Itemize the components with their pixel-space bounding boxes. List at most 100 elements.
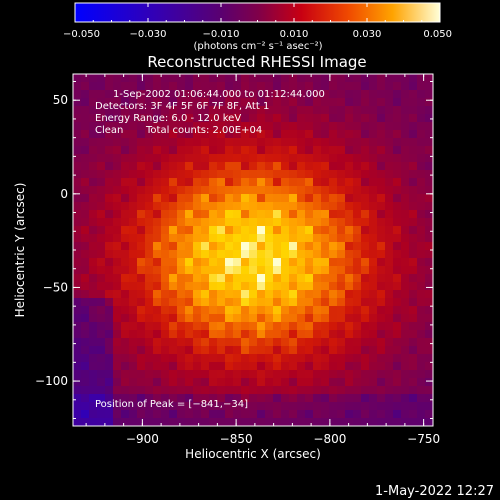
heatmap-pixel xyxy=(369,234,378,243)
heatmap-pixel xyxy=(121,146,130,155)
heatmap-pixel xyxy=(297,274,306,283)
heatmap-pixel xyxy=(129,362,138,371)
heatmap-pixel xyxy=(353,186,362,195)
heatmap-pixel xyxy=(185,210,194,219)
colorbar: −0.050 −0.030 −0.010 0.010 0.030 0.050 (photo… xyxy=(63,2,452,52)
heatmap-pixel xyxy=(137,234,146,243)
heatmap-pixel xyxy=(169,306,178,315)
heatmap-pixel xyxy=(409,378,418,387)
heatmap-pixel xyxy=(193,106,202,115)
heatmap-pixel xyxy=(361,394,370,403)
heatmap-pixel xyxy=(377,154,386,163)
heatmap-pixel xyxy=(393,394,402,403)
heatmap-pixel xyxy=(385,234,394,243)
heatmap-pixel xyxy=(337,74,346,83)
heatmap-pixel xyxy=(385,114,394,123)
heatmap-pixel xyxy=(137,298,146,307)
heatmap-pixel xyxy=(89,210,98,219)
heatmap-pixel xyxy=(345,138,354,147)
heatmap-pixel xyxy=(425,242,433,251)
heatmap-pixel xyxy=(241,330,250,339)
heatmap-pixel xyxy=(377,290,386,299)
heatmap-pixel xyxy=(97,178,106,187)
heatmap-pixel xyxy=(353,282,362,291)
heatmap-pixel xyxy=(385,314,394,323)
heatmap-pixel xyxy=(265,306,274,315)
heatmap-pixel xyxy=(153,410,162,419)
heatmap-pixel xyxy=(105,98,114,107)
heatmap-pixel xyxy=(97,346,106,355)
heatmap-pixel xyxy=(265,106,274,115)
heatmap-pixel xyxy=(169,402,178,411)
heatmap-pixel xyxy=(113,130,122,139)
heatmap-pixel xyxy=(417,306,426,315)
heatmap-pixel xyxy=(105,298,114,307)
heatmap-pixel xyxy=(321,130,330,139)
heatmap-pixel xyxy=(169,250,178,259)
heatmap-pixel xyxy=(377,370,386,379)
heatmap-pixel xyxy=(145,114,154,123)
heatmap-pixel xyxy=(377,250,386,259)
heatmap-pixel xyxy=(369,170,378,179)
heatmap-pixel xyxy=(97,82,106,91)
heatmap-pixel xyxy=(137,146,146,155)
heatmap-pixel xyxy=(217,194,226,203)
heatmap-pixel xyxy=(225,82,234,91)
heatmap-pixel xyxy=(321,90,330,99)
heatmap-pixel xyxy=(353,194,362,203)
heatmap-pixel xyxy=(89,178,98,187)
heatmap-pixel xyxy=(297,98,306,107)
heatmap-pixel xyxy=(129,114,138,123)
heatmap-pixel xyxy=(89,274,98,283)
heatmap-pixel xyxy=(273,122,282,131)
heatmap-pixel xyxy=(329,378,338,387)
heatmap-pixel xyxy=(369,242,378,251)
heatmap-pixel xyxy=(193,98,202,107)
heatmap-pixel xyxy=(129,146,138,155)
heatmap-pixel xyxy=(337,194,346,203)
heatmap-pixel xyxy=(425,402,433,411)
heatmap-pixel xyxy=(337,386,346,395)
heatmap-pixel xyxy=(321,346,330,355)
heatmap-pixel xyxy=(377,210,386,219)
heatmap-pixel xyxy=(377,378,386,387)
heatmap-pixel xyxy=(241,298,250,307)
heatmap-pixel xyxy=(193,90,202,99)
heatmap-pixel xyxy=(113,82,122,91)
heatmap-pixel xyxy=(353,362,362,371)
heatmap-pixel xyxy=(409,346,418,355)
heatmap-pixel xyxy=(129,378,138,387)
heatmap-pixel xyxy=(273,242,282,251)
heatmap-pixel xyxy=(89,114,98,123)
heatmap-pixel xyxy=(129,162,138,171)
heatmap-pixel xyxy=(113,114,122,123)
heatmap-pixel xyxy=(161,178,170,187)
heatmap-pixel xyxy=(417,338,426,347)
heatmap-pixel xyxy=(185,330,194,339)
heatmap-pixel xyxy=(89,154,98,163)
heatmap-pixel xyxy=(265,210,274,219)
heatmap-pixel xyxy=(73,322,82,331)
heatmap-pixel xyxy=(305,330,314,339)
heatmap-pixel xyxy=(249,338,258,347)
heatmap-pixel xyxy=(257,290,266,299)
heatmap-pixel xyxy=(201,74,210,83)
heatmap-pixel xyxy=(209,346,218,355)
heatmap-pixel xyxy=(113,362,122,371)
heatmap-pixel xyxy=(313,362,322,371)
heatmap-pixel xyxy=(417,330,426,339)
heatmap-pixel xyxy=(105,106,114,115)
heatmap-pixel xyxy=(385,82,394,91)
heatmap-pixel xyxy=(369,282,378,291)
annotation-peak-position: Position of Peak = [−841,−34] xyxy=(95,399,248,410)
heatmap-pixel xyxy=(73,370,82,379)
heatmap-pixel xyxy=(105,170,114,179)
heatmap-pixel xyxy=(345,194,354,203)
heatmap-pixel xyxy=(297,178,306,187)
heatmap-pixel xyxy=(353,226,362,235)
heatmap-pixel xyxy=(193,146,202,155)
heatmap-pixel xyxy=(289,370,298,379)
heatmap-pixel xyxy=(321,330,330,339)
heatmap-pixel xyxy=(409,386,418,395)
heatmap-pixel xyxy=(265,266,274,275)
